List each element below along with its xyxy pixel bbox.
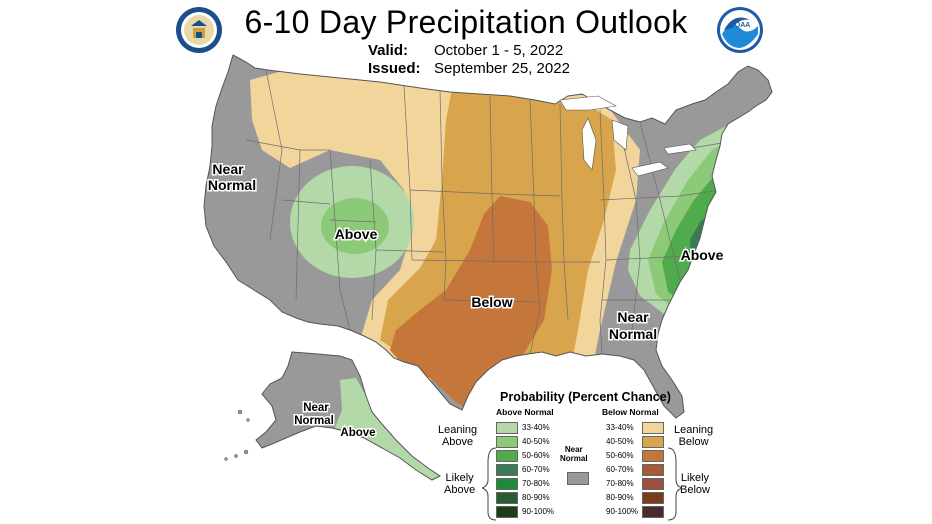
above-bin-label-2: 40-50% xyxy=(522,437,550,446)
above-bin-label-6: 80-90% xyxy=(522,493,550,502)
leaning-below-label-1: Leaning xyxy=(674,424,714,436)
valid-value: October 1 - 5, 2022 xyxy=(434,42,564,59)
below-swatch-1 xyxy=(642,422,664,434)
west-above-label: Above xyxy=(335,226,378,242)
leaning-above-label-1: Leaning xyxy=(438,424,478,436)
west-near-normal-label-2: Normal xyxy=(208,177,256,193)
below-bin-label-7: 90-100% xyxy=(606,507,639,516)
legend: Probability (Percent Chance) Above Norma… xyxy=(430,388,713,524)
doc-seal-icon xyxy=(176,7,222,53)
above-swatch-7 xyxy=(496,506,518,518)
likely-below-label-2: Below xyxy=(680,484,710,496)
leaning-above-label: Leaning Above xyxy=(438,424,477,448)
above-swatch-1 xyxy=(496,422,518,434)
likely-above-label-1: Likely xyxy=(445,472,474,484)
likely-above-brace xyxy=(482,447,497,521)
issued-value: September 25, 2022 xyxy=(434,60,570,77)
above-swatch-4 xyxy=(496,464,518,476)
alaska-near-normal-label-2: Normal xyxy=(294,415,334,427)
below-bin-label-1: 33-40% xyxy=(606,423,634,432)
likely-below-brace xyxy=(667,447,682,521)
alaska-near-normal-label-1: Near xyxy=(303,402,329,414)
valid-date-line: Valid: October 1 - 5, 2022 xyxy=(368,42,563,59)
alaska-above-label: Above xyxy=(340,427,375,439)
great-lakes xyxy=(559,95,697,177)
below-bin-label-2: 40-50% xyxy=(606,437,634,446)
se-near-normal-label-1: Near xyxy=(617,309,649,325)
near-normal-label-2: Normal xyxy=(560,454,588,463)
below-swatch-6 xyxy=(642,492,664,504)
likely-below-label-1: Likely xyxy=(680,472,710,484)
noaa-logo-icon: NOAA xyxy=(717,7,763,53)
leaning-above-label-2: Above xyxy=(441,436,474,448)
below-swatch-2 xyxy=(642,436,664,448)
svg-text:NOAA: NOAA xyxy=(730,22,751,29)
below-swatch-4 xyxy=(642,464,664,476)
central-below-label: Below xyxy=(471,294,512,310)
below-swatch-7 xyxy=(642,506,664,518)
leaning-below-label-2: Below xyxy=(678,436,709,448)
above-swatch-2 xyxy=(496,436,518,448)
below-bin-label-3: 50-60% xyxy=(606,451,634,460)
above-bin-label-3: 50-60% xyxy=(522,451,550,460)
legend-below-header: Below Normal xyxy=(602,407,659,417)
conus-outline xyxy=(203,54,773,419)
west-above-40-50-area xyxy=(321,198,389,254)
east-above-label: Above xyxy=(681,247,724,263)
below-swatch-3 xyxy=(642,450,664,462)
state-boundaries xyxy=(245,69,741,355)
conus-forecast xyxy=(204,55,772,418)
above-swatch-3 xyxy=(496,450,518,462)
below-bin-label-4: 60-70% xyxy=(606,465,634,474)
above-swatch-6 xyxy=(496,492,518,504)
legend-title: Probability (Percent Chance) xyxy=(500,390,671,404)
below-bin-label-6: 80-90% xyxy=(606,493,634,502)
issued-date-line: Issued: September 25, 2022 xyxy=(368,60,570,77)
above-swatch-5 xyxy=(496,478,518,490)
above-bin-label-4: 60-70% xyxy=(522,465,550,474)
likely-below-label: Likely Below xyxy=(680,472,710,496)
legend-near-normal-label: Near Normal xyxy=(560,445,588,463)
se-near-normal-label-2: Normal xyxy=(609,326,657,342)
aleutian-islands xyxy=(224,409,250,461)
below-bin-label-5: 70-80% xyxy=(606,479,634,488)
alaska-outline xyxy=(255,351,441,481)
above-bin-label-7: 90-100% xyxy=(522,507,555,516)
west-near-normal-label-1: Near xyxy=(212,161,244,177)
above-bin-label-5: 70-80% xyxy=(522,479,550,488)
likely-above-label: Likely Above xyxy=(444,472,475,496)
map-title: 6-10 Day Precipitation Outlook xyxy=(244,4,688,40)
near-normal-swatch xyxy=(567,472,589,485)
near-normal-label-1: Near xyxy=(564,445,583,454)
issued-label: Issued: xyxy=(368,60,421,77)
likely-above-label-2: Above xyxy=(444,484,476,496)
below-swatch-5 xyxy=(642,478,664,490)
valid-label: Valid: xyxy=(368,42,409,59)
above-bin-label-1: 33-40% xyxy=(522,423,550,432)
below-50-60-area xyxy=(390,196,552,410)
legend-above-header: Above Normal xyxy=(496,407,554,417)
leaning-below-label: Leaning Below xyxy=(674,424,713,448)
